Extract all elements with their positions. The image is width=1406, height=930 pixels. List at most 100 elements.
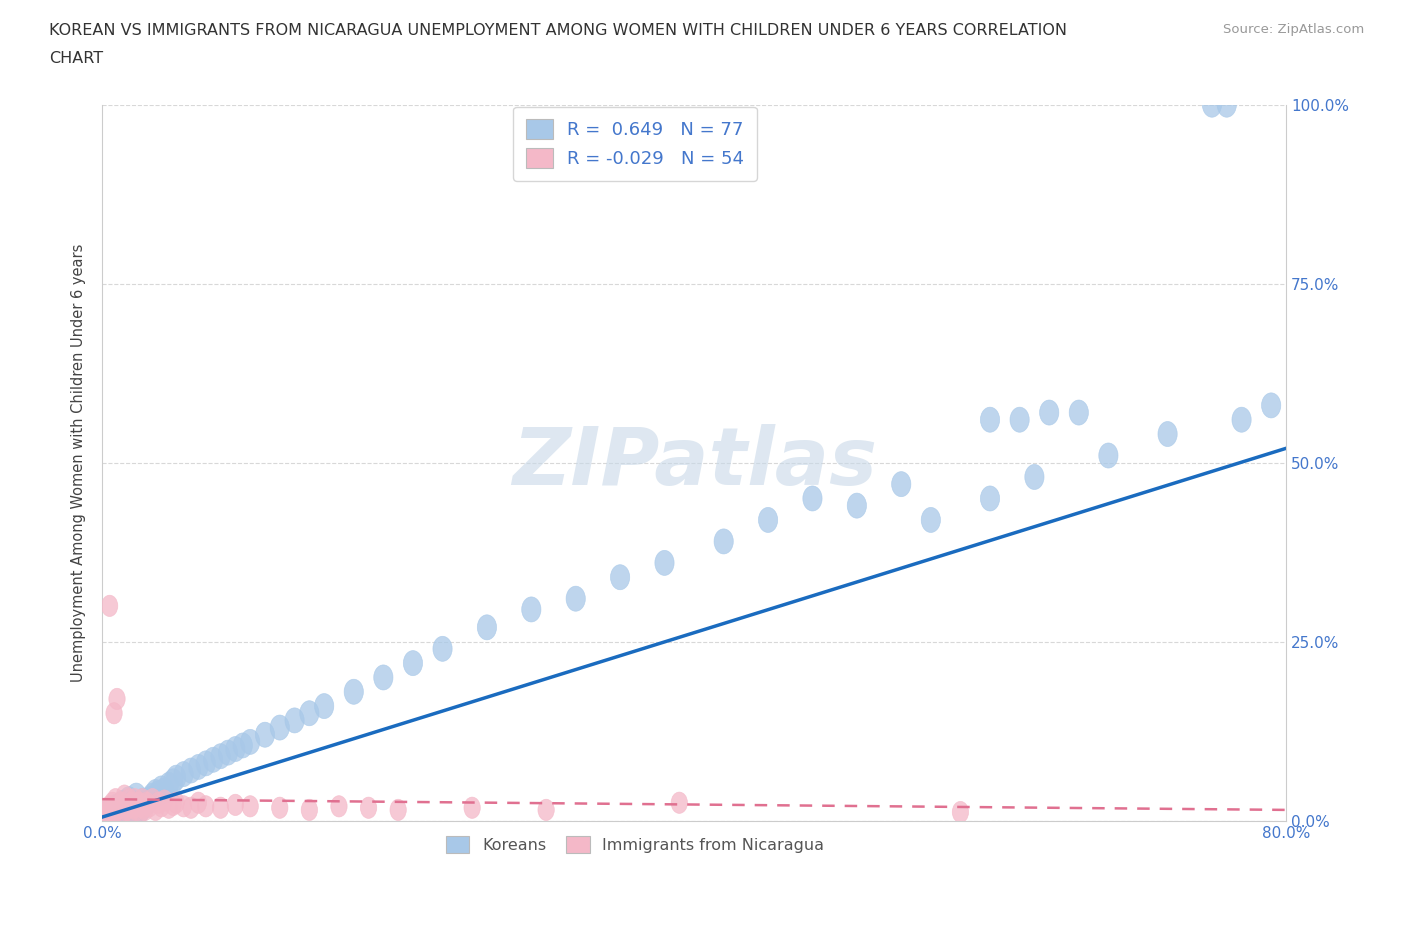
Ellipse shape: [952, 802, 969, 823]
Ellipse shape: [110, 797, 129, 822]
Ellipse shape: [464, 797, 481, 818]
Ellipse shape: [174, 762, 193, 787]
Ellipse shape: [183, 797, 200, 818]
Ellipse shape: [101, 595, 118, 617]
Ellipse shape: [567, 586, 585, 611]
Ellipse shape: [233, 733, 253, 758]
Ellipse shape: [104, 792, 121, 814]
Ellipse shape: [758, 508, 778, 533]
Ellipse shape: [114, 792, 129, 814]
Ellipse shape: [163, 769, 183, 794]
Ellipse shape: [242, 796, 259, 817]
Ellipse shape: [117, 785, 132, 806]
Ellipse shape: [101, 796, 118, 817]
Ellipse shape: [150, 792, 167, 814]
Ellipse shape: [134, 789, 150, 810]
Ellipse shape: [129, 796, 146, 817]
Ellipse shape: [138, 792, 155, 814]
Text: KOREAN VS IMMIGRANTS FROM NICARAGUA UNEMPLOYMENT AMONG WOMEN WITH CHILDREN UNDER: KOREAN VS IMMIGRANTS FROM NICARAGUA UNEM…: [49, 23, 1067, 38]
Ellipse shape: [848, 493, 866, 518]
Ellipse shape: [100, 800, 120, 825]
Ellipse shape: [105, 702, 122, 724]
Ellipse shape: [115, 803, 131, 824]
Ellipse shape: [477, 615, 496, 640]
Text: CHART: CHART: [49, 51, 103, 66]
Ellipse shape: [121, 803, 141, 828]
Ellipse shape: [344, 679, 363, 704]
Ellipse shape: [188, 754, 208, 779]
Ellipse shape: [212, 797, 229, 818]
Ellipse shape: [1010, 407, 1029, 432]
Ellipse shape: [169, 792, 184, 814]
Ellipse shape: [256, 723, 274, 748]
Ellipse shape: [159, 772, 179, 797]
Ellipse shape: [131, 792, 148, 814]
Ellipse shape: [127, 783, 146, 808]
Ellipse shape: [1232, 407, 1251, 432]
Ellipse shape: [980, 407, 1000, 432]
Ellipse shape: [121, 789, 136, 810]
Ellipse shape: [211, 744, 231, 769]
Ellipse shape: [117, 794, 135, 818]
Ellipse shape: [125, 800, 145, 825]
Ellipse shape: [98, 803, 118, 828]
Ellipse shape: [122, 795, 142, 820]
Ellipse shape: [1039, 400, 1059, 425]
Ellipse shape: [120, 796, 135, 817]
Ellipse shape: [166, 765, 186, 790]
Ellipse shape: [129, 794, 149, 818]
Ellipse shape: [107, 789, 124, 810]
Ellipse shape: [143, 783, 162, 808]
Ellipse shape: [181, 758, 201, 783]
Ellipse shape: [538, 799, 554, 820]
Ellipse shape: [610, 565, 630, 590]
Ellipse shape: [714, 529, 734, 554]
Ellipse shape: [149, 781, 169, 806]
Ellipse shape: [522, 597, 541, 622]
Ellipse shape: [198, 796, 214, 817]
Ellipse shape: [165, 794, 181, 816]
Ellipse shape: [176, 796, 191, 817]
Ellipse shape: [110, 796, 127, 817]
Ellipse shape: [228, 794, 243, 816]
Ellipse shape: [136, 799, 153, 820]
Ellipse shape: [204, 748, 222, 772]
Ellipse shape: [285, 708, 304, 733]
Ellipse shape: [197, 751, 215, 776]
Ellipse shape: [98, 799, 115, 820]
Ellipse shape: [120, 787, 138, 812]
Ellipse shape: [301, 799, 318, 820]
Ellipse shape: [1202, 92, 1222, 117]
Ellipse shape: [108, 688, 125, 710]
Ellipse shape: [104, 801, 124, 826]
Ellipse shape: [96, 801, 115, 826]
Ellipse shape: [226, 737, 245, 762]
Ellipse shape: [105, 803, 122, 824]
Ellipse shape: [315, 694, 333, 719]
Ellipse shape: [270, 715, 290, 740]
Ellipse shape: [891, 472, 911, 497]
Ellipse shape: [655, 551, 673, 576]
Ellipse shape: [155, 778, 174, 804]
Ellipse shape: [671, 792, 688, 814]
Ellipse shape: [125, 797, 142, 818]
Ellipse shape: [100, 804, 117, 826]
Ellipse shape: [360, 797, 377, 818]
Ellipse shape: [127, 789, 143, 810]
Ellipse shape: [190, 792, 207, 814]
Ellipse shape: [1218, 92, 1236, 117]
Ellipse shape: [921, 508, 941, 533]
Ellipse shape: [142, 796, 157, 817]
Ellipse shape: [107, 803, 127, 828]
Ellipse shape: [141, 787, 159, 812]
Ellipse shape: [148, 799, 163, 820]
Ellipse shape: [124, 792, 141, 814]
Ellipse shape: [1159, 421, 1177, 446]
Ellipse shape: [1069, 400, 1088, 425]
Ellipse shape: [103, 797, 122, 822]
Ellipse shape: [124, 790, 143, 816]
Ellipse shape: [128, 799, 145, 820]
Ellipse shape: [134, 788, 153, 813]
Ellipse shape: [112, 800, 131, 825]
Ellipse shape: [97, 803, 114, 824]
